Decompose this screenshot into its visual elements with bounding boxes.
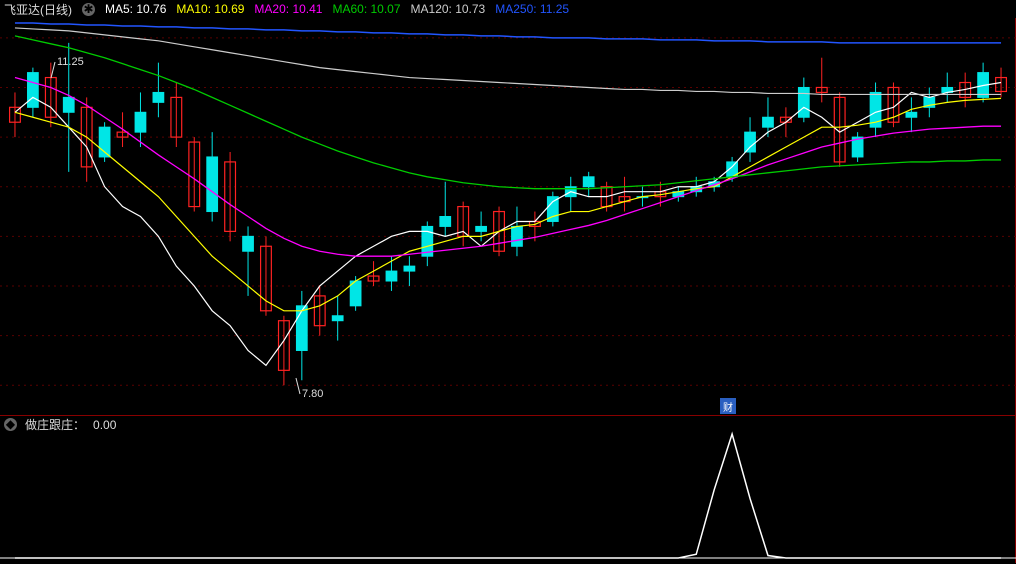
settings-icon[interactable]: ✱	[82, 3, 95, 16]
ma-indicator: MA120: 10.73	[411, 2, 486, 16]
ma-indicator: MA10: 10.69	[176, 2, 244, 16]
candlestick-chart[interactable]	[0, 18, 1016, 415]
indicator-header: ◆ 做庄跟庄：0.00	[0, 415, 132, 433]
stock-title: 飞亚达(日线)	[4, 1, 72, 18]
ma-indicator: MA5: 10.76	[105, 2, 166, 16]
indicator-panel[interactable]	[0, 415, 1016, 563]
price-marker: 7.80	[302, 388, 323, 400]
ma-indicator: MA20: 10.41	[254, 2, 322, 16]
price-marker: 11.25	[57, 56, 84, 68]
cai-badge[interactable]: 财	[720, 398, 736, 414]
indicator-title: 做庄跟庄：0.00	[25, 416, 124, 433]
indicator-icon[interactable]: ◆	[4, 418, 17, 431]
ma-indicator: MA60: 10.07	[332, 2, 400, 16]
chart-header: 飞亚达(日线) ✱ MA5: 10.76 MA10: 10.69 MA20: 10.…	[0, 0, 579, 18]
ma-indicator: MA250: 11.25	[495, 2, 569, 16]
